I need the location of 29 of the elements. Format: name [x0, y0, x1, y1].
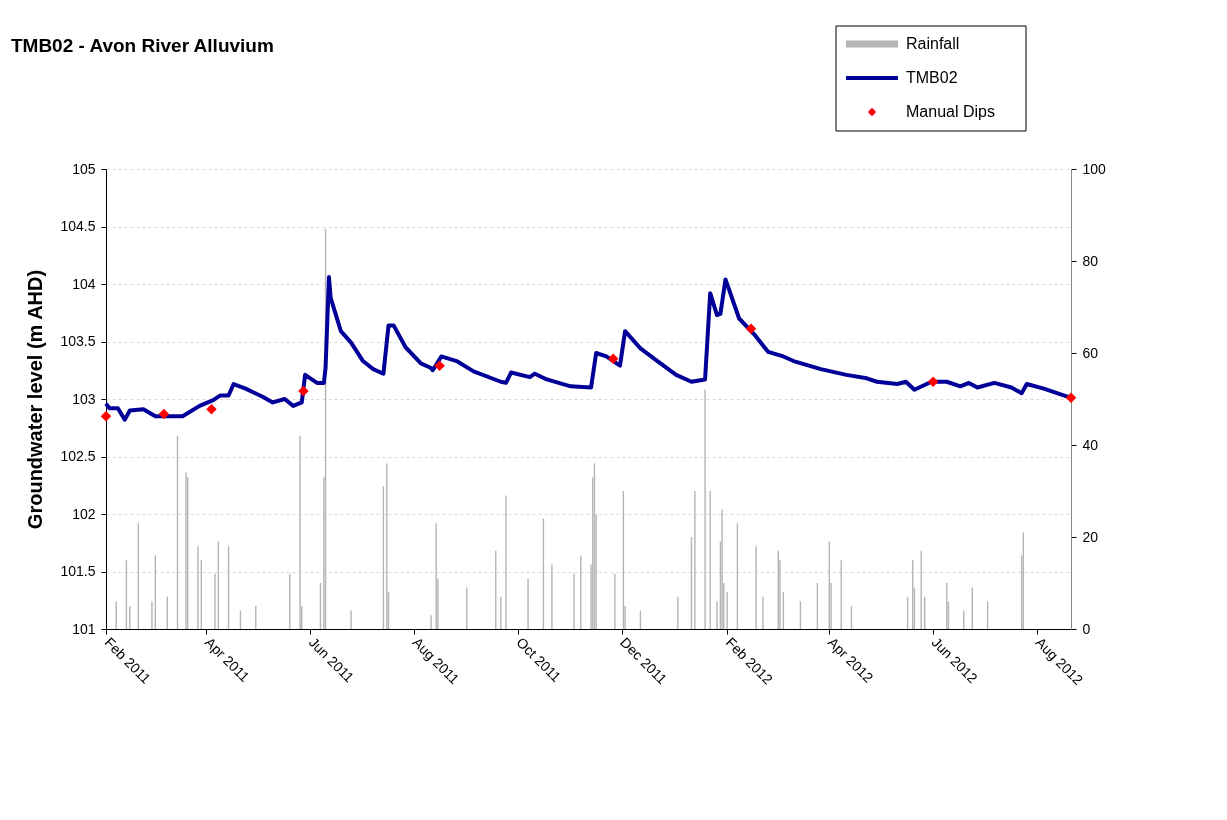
- y2-tick-label: 100: [1082, 160, 1107, 177]
- y-tick-label: 101: [72, 620, 96, 637]
- y-tick-label: 102.5: [60, 448, 96, 464]
- y-tick-label: 103: [72, 390, 96, 407]
- y2-tick-label: 40: [1082, 436, 1099, 453]
- point: [1065, 392, 1077, 404]
- legend-label: TMB02: [906, 69, 958, 86]
- point: [927, 376, 939, 387]
- point: [745, 323, 757, 335]
- y-tick-label: 102: [72, 505, 96, 522]
- y2-tick-label: 20: [1082, 528, 1099, 545]
- point: [100, 411, 112, 422]
- y-tick-label: 104: [72, 275, 96, 292]
- chart-title: TMB02 - Avon River Alluvium: [10, 34, 274, 56]
- point: [434, 360, 445, 371]
- legend-label: Manual Dips: [906, 103, 995, 120]
- y-axis-title: Groundwater level (m AHD): [24, 269, 47, 530]
- y-tick-label: 103.5: [60, 333, 96, 349]
- y2-tick-label: 80: [1082, 252, 1099, 269]
- point: [158, 408, 170, 420]
- point: [298, 385, 309, 397]
- y2-tick-label: 0: [1082, 620, 1091, 637]
- y-tick-label: 101.5: [60, 563, 96, 579]
- point: [607, 353, 619, 364]
- y-tick-label: 104.5: [60, 218, 96, 234]
- legend-label: Rainfall: [906, 35, 960, 52]
- y-tick-label: 105: [72, 160, 96, 177]
- y2-tick-label: 60: [1082, 344, 1099, 361]
- point: [206, 404, 217, 415]
